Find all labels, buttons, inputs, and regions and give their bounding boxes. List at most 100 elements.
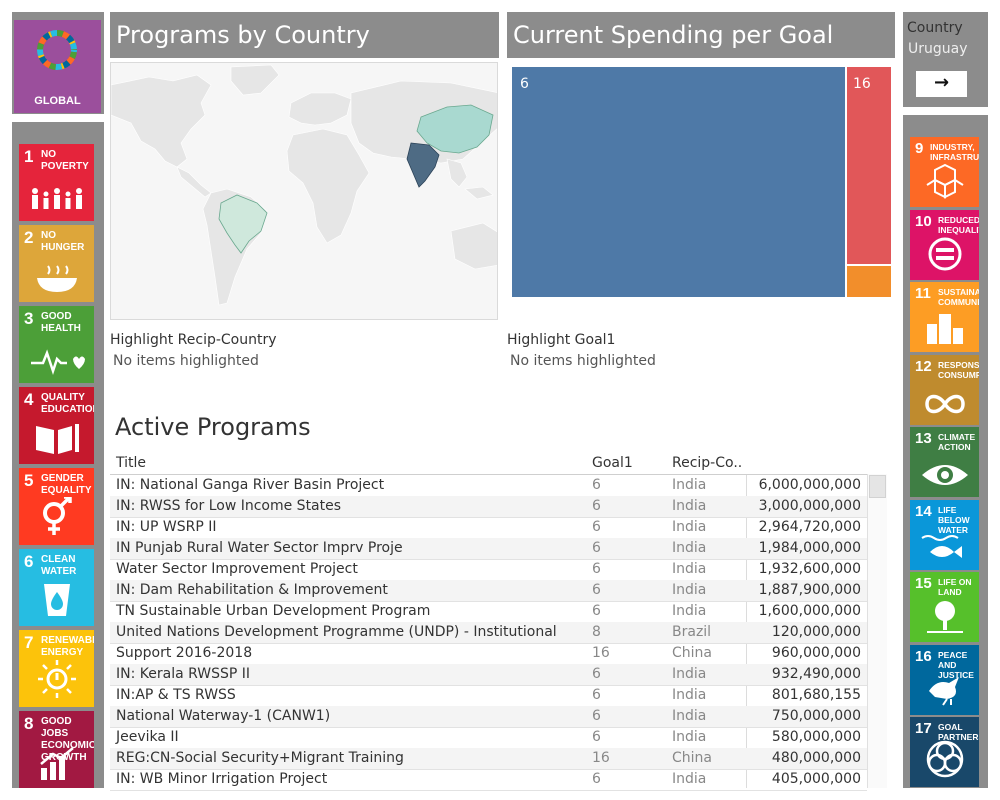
table-row[interactable]: IN: Dam Rehabilitation & Improvement 6 Ind…: [110, 580, 867, 602]
amount-cell: 580,000,000: [771, 729, 861, 745]
table-row[interactable]: IN Punjab Rural Water Sector Imprv Proje…: [110, 538, 867, 560]
table-row[interactable]: IN: National Ganga River Basin Project 6 I…: [110, 475, 867, 497]
country-cell: India: [672, 603, 707, 619]
column-header-goal[interactable]: Goal1: [592, 455, 633, 471]
sdg-goal-16-tile[interactable]: 16 Peace and justice: [910, 644, 979, 715]
goal-title: Sustainable communities: [938, 287, 979, 307]
family-icon: [19, 187, 94, 217]
land-europe: [288, 92, 352, 126]
eye-globe-icon: [910, 461, 979, 493]
amount-cell: 801,680,155: [771, 687, 861, 703]
table-row[interactable]: National Waterway-1 (CANW1) 6 India 750,000…: [110, 706, 867, 728]
global-logo[interactable]: GLOBAL: [14, 20, 101, 113]
table-row[interactable]: Water Sector Improvement Project 6 India 1,…: [110, 559, 867, 581]
goal-number: 1: [24, 147, 34, 166]
scrollbar-thumb[interactable]: [869, 475, 886, 498]
spending-per-goal-header: Current Spending per Goal: [507, 12, 895, 58]
goal-title: Industry, infrastructure: [930, 142, 979, 162]
world-map[interactable]: [110, 62, 498, 320]
country-filter-label: Country: [907, 20, 963, 36]
table-row[interactable]: IN: WB Minor Irrigation Project 6 India 405…: [110, 769, 867, 791]
program-title: United Nations Development Programme (UN…: [116, 624, 557, 640]
amount-cell: 750,000,000: [771, 708, 861, 724]
sdg-goal-12-tile[interactable]: 12 Responsible consumption: [910, 354, 979, 425]
sdg-goal-4-tile[interactable]: 4 Quality education: [19, 387, 94, 464]
table-scrollbar[interactable]: [867, 474, 887, 788]
program-title: TN Sustainable Urban Development Program: [116, 603, 431, 619]
goal-number: 8: [24, 714, 34, 733]
goal-cell: 6: [592, 666, 601, 682]
treemap-cell-goal-6[interactable]: 6: [512, 67, 845, 297]
country-cell: India: [672, 771, 707, 787]
goal-title: Quality education: [41, 392, 94, 415]
treemap-highlight-value[interactable]: No items highlighted: [510, 353, 656, 369]
country-cell: India: [672, 708, 707, 724]
table-row[interactable]: Jeevika II 6 India 580,000,000: [110, 727, 867, 749]
sdg-goal-14-tile[interactable]: 14 Life below water: [910, 499, 979, 570]
land-southeast-asia: [446, 158, 494, 200]
table-row[interactable]: REG:CN-Social Security+Migrant Training 1…: [110, 748, 867, 770]
map-highlight-label: Highlight Recip-Country: [110, 332, 277, 348]
amount-cell: 932,490,000: [771, 666, 861, 682]
goal-number: 11: [915, 285, 931, 302]
sdg-goal-7-tile[interactable]: 7 Renewable energy: [19, 630, 94, 707]
treemap-cell-goal-16[interactable]: 16: [847, 67, 891, 264]
sdg-goal-8-tile[interactable]: 8Good jobs economic growth: [19, 711, 94, 788]
table-row[interactable]: IN:AP & TS RWSS 6 India 801,680,155: [110, 685, 867, 707]
amount-cell: 480,000,000: [771, 750, 861, 766]
country-cell: China: [672, 750, 712, 766]
land-africa: [286, 128, 370, 244]
amount-cell: 3,000,000,000: [758, 498, 861, 514]
infinity-icon: [910, 391, 979, 421]
country-cell: China: [672, 645, 712, 661]
table-row[interactable]: Support 2016-2018 16 China 960,000,000: [110, 643, 867, 665]
program-title: IN:AP & TS RWSS: [116, 687, 236, 703]
table-row[interactable]: United Nations Development Programme (UN…: [110, 622, 867, 644]
country-filter-value[interactable]: Uruguay: [908, 41, 968, 57]
global-logo-panel[interactable]: GLOBAL: [12, 12, 104, 114]
goal-title: Life on land: [938, 577, 972, 597]
sdg-goal-9-tile[interactable]: 9 Industry, infrastructure: [910, 137, 979, 207]
sdg-goal-2-tile[interactable]: 2 No hunger: [19, 225, 94, 302]
amount-cell: 1,984,000,000: [758, 540, 861, 556]
treemap-highlight-label: Highlight Goal1: [507, 332, 616, 348]
goal-number: 9: [915, 140, 924, 157]
goal-number: 16: [915, 647, 932, 665]
table-row[interactable]: IN: UP WSRP II 6 India 2,964,720,000: [110, 517, 867, 539]
goal-title: Reduced inequalities: [938, 214, 979, 235]
goal-number: 12: [915, 357, 932, 375]
column-header-title[interactable]: Title: [116, 455, 147, 471]
program-title: IN: UP WSRP II: [116, 519, 217, 535]
sdg-goal-5-tile[interactable]: 5 Gender equality: [19, 468, 94, 545]
program-title: IN: National Ganga River Basin Project: [116, 477, 385, 493]
goal-cell: 6: [592, 771, 601, 787]
sdg-goal-10-tile[interactable]: 10 Reduced inequalities: [910, 209, 979, 280]
amount-cell: 960,000,000: [771, 645, 861, 661]
sdg-goal-6-tile[interactable]: 6 Clean water: [19, 549, 94, 626]
country-next-button[interactable]: →: [916, 71, 967, 97]
program-title: Support 2016-2018: [116, 645, 253, 661]
sdg-goal-13-tile[interactable]: 13 Climate action: [910, 427, 979, 497]
table-row[interactable]: IN: Kerala RWSSP II 6 India 932,490,000: [110, 664, 867, 686]
goal-cell: 6: [592, 477, 601, 493]
amount-cell: 1,600,000,000: [758, 603, 861, 619]
table-row[interactable]: IN: RWSS for Low Income States 6 India 3,00…: [110, 496, 867, 518]
water-drop-icon: [19, 578, 94, 622]
country-brazil: [218, 194, 268, 254]
treemap-cell-goal-other[interactable]: [847, 266, 891, 297]
sdg-goal-15-tile[interactable]: 15 Life on land: [910, 572, 979, 642]
sdg-goal-11-tile[interactable]: 11 Sustainable communities: [910, 282, 979, 352]
spending-treemap[interactable]: 6 16: [507, 62, 895, 320]
amount-cell: 1,887,900,000: [758, 582, 861, 598]
fish-icon: [910, 532, 979, 566]
sdg-goal-1-tile[interactable]: 1 No poverty: [19, 144, 94, 221]
table-row[interactable]: TN Sustainable Urban Development Program…: [110, 601, 867, 623]
sdg-goal-17-tile[interactable]: 17 Goal partners: [910, 717, 979, 787]
sdg-goal-3-tile[interactable]: 3 Good health: [19, 306, 94, 383]
goal-cell: 16: [592, 645, 610, 661]
goal-number: 3: [24, 309, 34, 328]
map-highlight-value[interactable]: No items highlighted: [113, 353, 259, 369]
column-header-country[interactable]: Recip-Co..: [672, 455, 743, 471]
goal-title: Clean water: [41, 554, 77, 577]
goal-number: 10: [915, 212, 932, 230]
